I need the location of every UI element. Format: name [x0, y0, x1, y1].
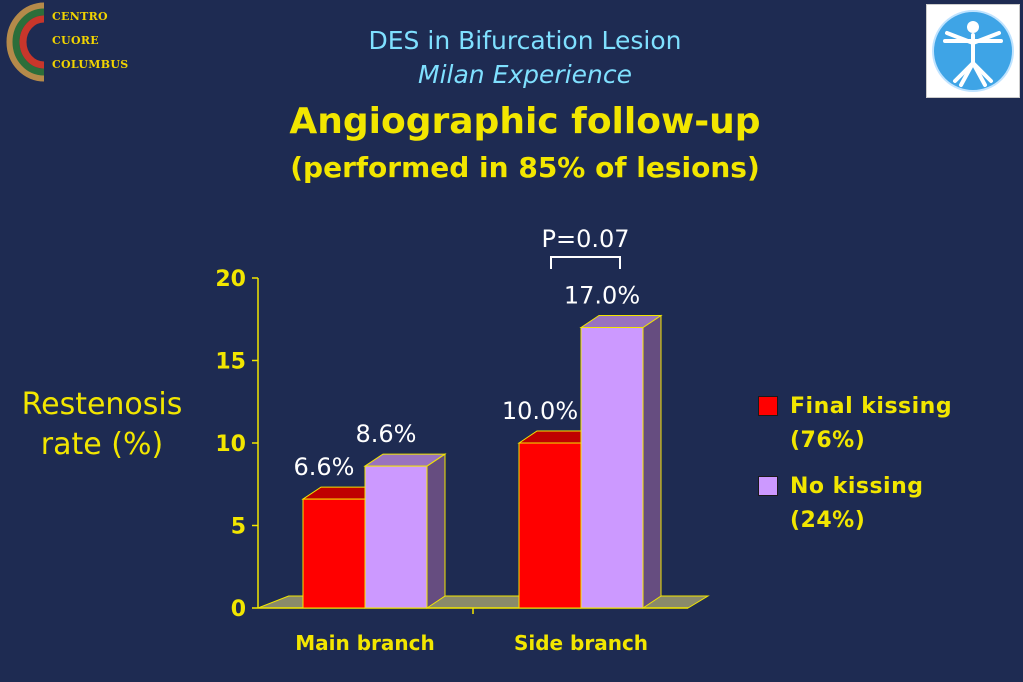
bar-side-face: [426, 453, 446, 609]
title-line-3: Angiographic follow-up: [289, 101, 761, 142]
title-line-1: DES in Bifurcation Lesion: [368, 26, 682, 55]
vitruvian-logo: [926, 4, 1020, 98]
legend-item-no-kissing: No kissing (24%): [758, 470, 998, 550]
bar-no-kissing-side-branch: [580, 327, 644, 609]
bar-side-face: [642, 314, 662, 609]
legend-item-final-kissing: Final kissing (76%): [758, 390, 998, 470]
p-value-bracket: [550, 256, 621, 269]
bar-final-kissing-main-branch: [302, 498, 366, 609]
p-value-label: P=0.07: [541, 225, 629, 253]
y-tick-label: 5: [231, 515, 246, 540]
bar-value-label: 17.0%: [564, 282, 640, 310]
logo-line-1: CENTRO: [52, 10, 108, 23]
bar-no-kissing-main-branch: [364, 465, 428, 609]
title-line-2: Milan Experience: [418, 60, 632, 89]
legend-swatch-no-kissing: [758, 476, 778, 496]
bar-value-label: 10.0%: [502, 397, 578, 425]
logo-line-3: COLUMBUS: [52, 58, 129, 71]
y-tick-label: 0: [231, 597, 246, 622]
bar-value-label: 6.6%: [294, 453, 355, 481]
heart-logo-icon: [6, 2, 45, 82]
legend-label-final-kissing: Final kissing (76%): [790, 394, 953, 453]
x-category-label: Side branch: [514, 631, 648, 655]
bar-value-label: 8.6%: [356, 420, 417, 448]
chart-legend: Final kissing (76%) No kissing (24%): [758, 390, 998, 550]
y-axis-label: Restenosis rate (%): [21, 387, 183, 462]
centro-cuore-columbus-logo: CENTRO CUORE COLUMBUS: [4, 2, 134, 82]
vitruvian-man-icon: [932, 10, 1014, 92]
x-category-label: Main branch: [295, 631, 434, 655]
logo-line-2: CUORE: [52, 34, 99, 47]
y-tick-label: 10: [215, 432, 246, 457]
legend-label-no-kissing: No kissing (24%): [790, 474, 924, 533]
title-line-4: (performed in 85% of lesions): [290, 151, 760, 184]
bar-final-kissing-side-branch: [518, 442, 582, 609]
y-tick-label: 20: [215, 267, 246, 292]
y-tick-label: 15: [215, 350, 246, 375]
legend-swatch-final-kissing: [758, 396, 778, 416]
